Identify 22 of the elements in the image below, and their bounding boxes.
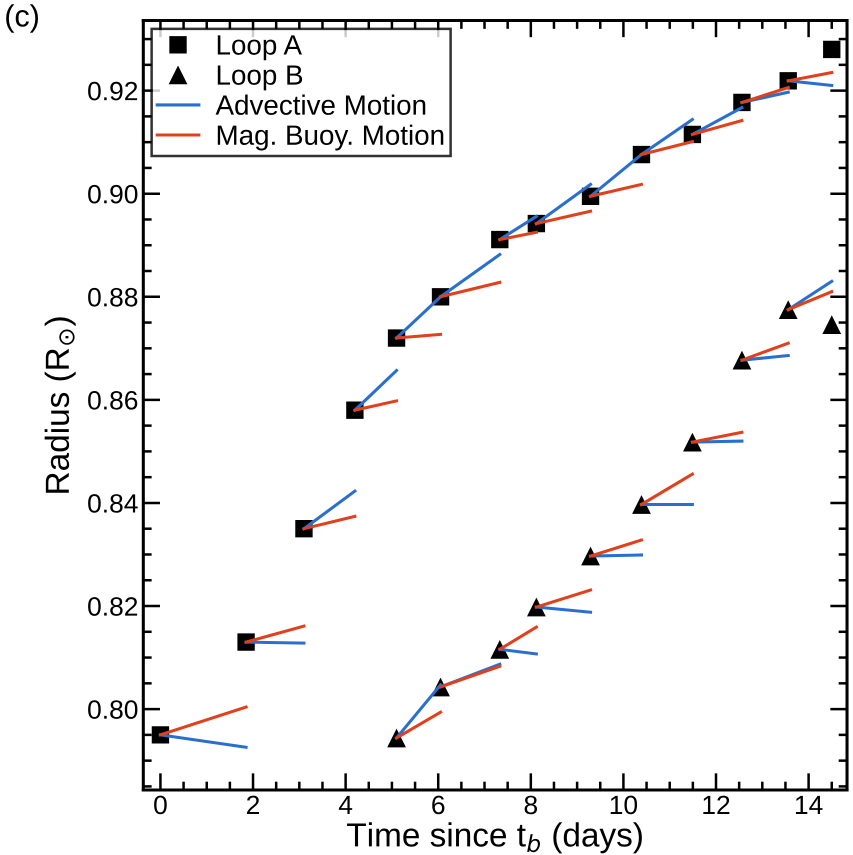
x-tick-label: 8 xyxy=(524,796,538,814)
legend-label: Advective Motion xyxy=(216,94,426,115)
legend-label: Loop B xyxy=(218,65,302,90)
y-tick-label: 0.90 xyxy=(88,184,138,204)
x-tick-label: 0 xyxy=(154,796,167,814)
x-tick-label: 4 xyxy=(338,796,352,814)
x-axis-title: Time since t$_{b}$ (days) xyxy=(347,822,642,854)
y-axis-title: Radius (R$_{⊙}$) xyxy=(44,317,76,493)
text: (c) xyxy=(6,4,38,33)
legend-label: Mag. Buoy. Motion xyxy=(218,124,444,150)
y-tick-label: 0.86 xyxy=(88,390,138,410)
y-tick-label: 0.80 xyxy=(88,700,138,719)
y-tick-label: 0.92 xyxy=(88,82,138,100)
x-tick-label: 10 xyxy=(610,796,638,814)
x-tick-label: 2 xyxy=(247,796,260,814)
x-tick-label: 14 xyxy=(796,796,823,814)
y-tick-label: 0.88 xyxy=(88,288,138,307)
y-tick-label: 0.82 xyxy=(88,597,138,616)
x-tick-label: 6 xyxy=(432,796,444,814)
x-tick-label: 12 xyxy=(703,796,730,814)
y-tick-label: 0.84 xyxy=(88,494,138,513)
legend-label: Loop A xyxy=(218,35,302,60)
